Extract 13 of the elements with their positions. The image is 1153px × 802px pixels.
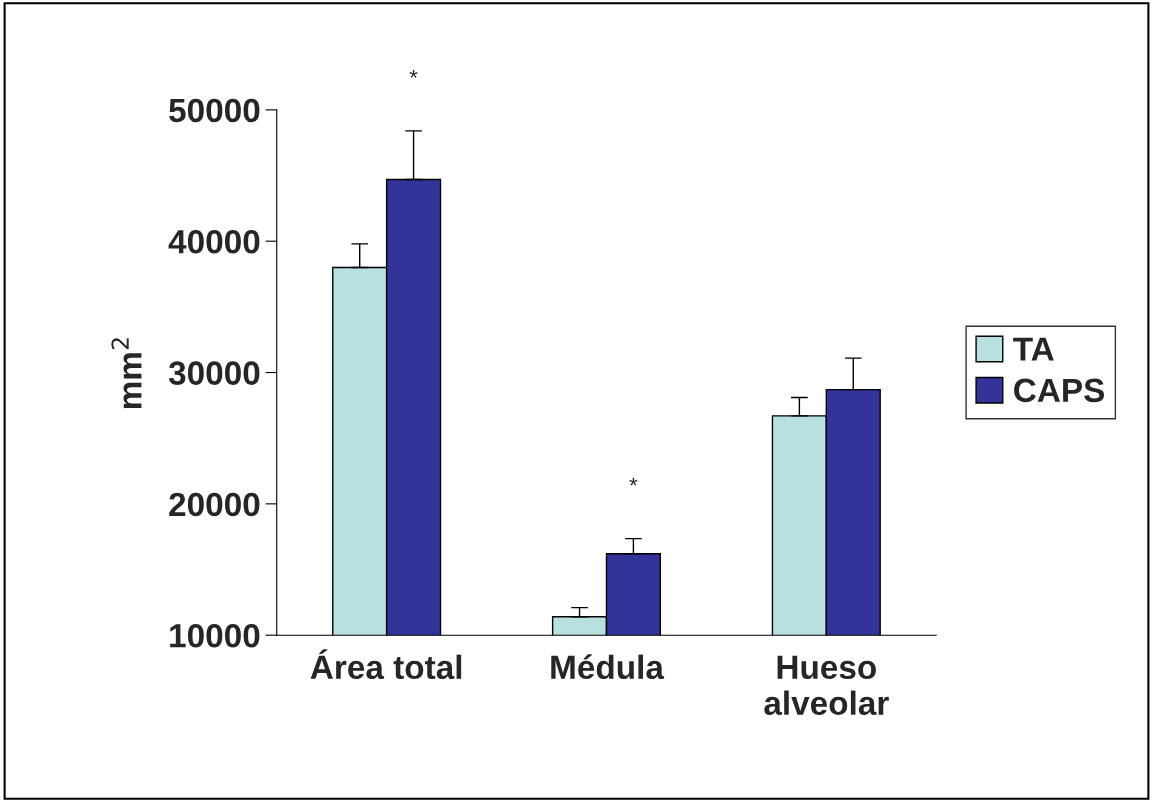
y-tick-label: 10000 xyxy=(170,623,260,648)
legend-label: TA xyxy=(1013,337,1054,361)
legend-label: CAPS xyxy=(1014,378,1105,403)
y-tick-label: 50000 xyxy=(169,98,260,123)
y-tick-label: 20000 xyxy=(169,492,260,517)
annotation: * xyxy=(629,477,638,486)
x-tick-label: Médula xyxy=(551,654,665,680)
x-tick-label: Área total xyxy=(310,649,462,680)
y-tick-label: 40000 xyxy=(168,230,260,254)
y-tick-label: 30000 xyxy=(168,361,260,385)
x-tick-label: Hueso alveolar xyxy=(764,655,889,716)
y-axis-title: mm$^{2}$ xyxy=(111,338,142,409)
text: * xyxy=(409,69,418,78)
